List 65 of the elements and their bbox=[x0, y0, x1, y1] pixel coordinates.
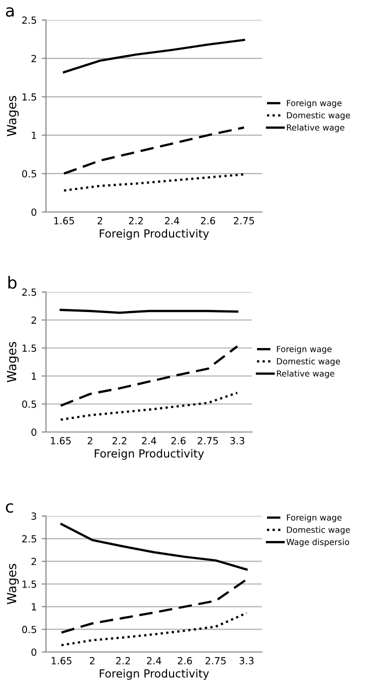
x-tick-label: 2.4 bbox=[142, 437, 156, 444]
legend-label: Wage dispersio bbox=[286, 538, 350, 547]
x-tick-label: 1.65 bbox=[52, 657, 72, 664]
y-tick-label: 2.5 bbox=[22, 16, 36, 24]
x-tick-label: 3.3 bbox=[230, 437, 244, 444]
line-series bbox=[60, 578, 248, 634]
x-tick-label: 1.65 bbox=[50, 437, 71, 444]
x-tick-label: 2.6 bbox=[171, 437, 186, 444]
x-axis-title: Foreign Productivity bbox=[100, 669, 209, 680]
x-tick-label: 2.75 bbox=[206, 657, 226, 664]
x-tick-label: 3.3 bbox=[240, 657, 254, 664]
x-axis-title: Foreign Productivity bbox=[100, 229, 209, 240]
line-series bbox=[60, 523, 248, 571]
x-tick-label: 2 bbox=[88, 437, 92, 444]
y-tick-label: 0.5 bbox=[22, 626, 36, 634]
y-tick-label: 2.5 bbox=[22, 288, 36, 296]
legend-label: Domestic wage bbox=[286, 112, 350, 120]
y-tick-label: 1.5 bbox=[22, 344, 36, 352]
x-tick-label: 2.6 bbox=[178, 657, 192, 664]
legend-label: Foreign wage bbox=[276, 346, 332, 354]
chart-title: a bbox=[6, 7, 14, 17]
x-tick-label: 1.65 bbox=[54, 217, 74, 224]
y-tick-label: 1.5 bbox=[22, 93, 36, 101]
y-tick-label: 0 bbox=[31, 428, 36, 436]
x-tick-label: 2.6 bbox=[200, 217, 216, 224]
x-tick-label: 2.2 bbox=[128, 217, 143, 224]
x-tick-label: 2.4 bbox=[146, 657, 162, 664]
x-tick-label: 2.75 bbox=[198, 437, 218, 444]
y-tick-label: 2 bbox=[32, 558, 36, 566]
legend-label: Relative wage bbox=[276, 370, 334, 378]
legend-label: Foreign wage bbox=[286, 514, 342, 522]
y-tick-label: 0.5 bbox=[22, 400, 36, 408]
line-series bbox=[60, 612, 248, 646]
y-axis-title: Wages bbox=[7, 96, 19, 136]
y-tick-label: 1 bbox=[32, 132, 36, 139]
y-tick-label: 1 bbox=[32, 603, 36, 610]
y-tick-label: 0 bbox=[31, 208, 36, 216]
legend-label: Domestic wage bbox=[286, 526, 350, 534]
y-axis-title: Wages bbox=[7, 342, 19, 382]
y-tick-label: 0 bbox=[31, 648, 36, 656]
line-series bbox=[60, 345, 238, 407]
y-tick-label: 3 bbox=[32, 512, 36, 520]
x-tick-label: 2.75 bbox=[234, 217, 254, 224]
x-tick-label: 2.4 bbox=[164, 217, 180, 224]
y-tick-label: 2 bbox=[32, 316, 36, 324]
x-tick-label: 2 bbox=[98, 217, 102, 224]
y-tick-label: 0.5 bbox=[22, 170, 36, 178]
legend-label: Foreign wage bbox=[286, 100, 342, 108]
chart-title: c bbox=[6, 503, 14, 513]
chart-title: b bbox=[8, 276, 17, 289]
y-axis-title: Wages bbox=[7, 564, 19, 604]
x-tick-label: 2.2 bbox=[112, 437, 126, 444]
y-tick-label: 1 bbox=[32, 372, 36, 380]
line-series bbox=[60, 392, 238, 421]
x-axis-title: Foreign Productivity bbox=[94, 449, 204, 460]
line-series bbox=[62, 173, 246, 192]
x-tick-label: 2.2 bbox=[116, 657, 130, 664]
legend-label: Relative wage bbox=[286, 124, 344, 132]
x-tick-label: 2 bbox=[90, 657, 94, 664]
line-series bbox=[62, 126, 246, 175]
y-tick-label: 2.5 bbox=[22, 535, 36, 542]
legend-label: Domestic wage bbox=[276, 358, 340, 366]
y-tick-label: 2 bbox=[32, 54, 36, 62]
line-series bbox=[62, 38, 246, 74]
y-tick-label: 1.5 bbox=[22, 580, 36, 588]
